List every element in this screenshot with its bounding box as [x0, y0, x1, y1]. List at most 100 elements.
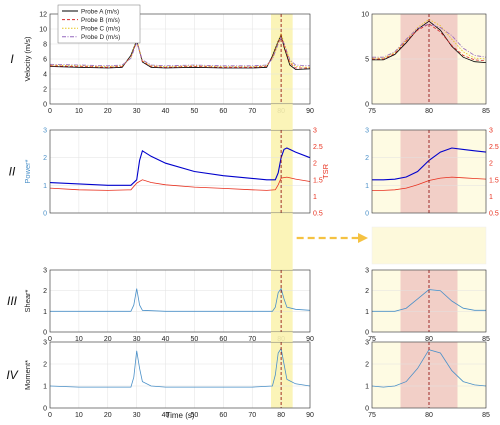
x-tick-label: 50 — [191, 108, 199, 115]
y-tick-label: 0 — [43, 102, 47, 109]
y2-tick-label: 2.5 — [313, 144, 323, 151]
panel-IV-zoom: 75 80 85 0 1 2 3 — [365, 340, 490, 420]
highlight-band — [271, 130, 293, 213]
y2-tick-label: 3 — [489, 128, 493, 135]
axes-frame — [49, 269, 311, 333]
legend-label: Probe C (m/s) — [81, 26, 120, 33]
y-tick-label: 0 — [365, 211, 369, 218]
x-tick-label: 80 — [425, 336, 433, 343]
x-tick-label: 85 — [482, 108, 490, 115]
y-tick-label: 0 — [43, 330, 47, 337]
panel-numeral: IV — [6, 368, 18, 382]
y-tick-label: 2 — [43, 155, 47, 162]
highlight-band-connector — [271, 213, 293, 270]
y2-tick-label: 3 — [313, 128, 317, 135]
y-tick-label: 3 — [43, 340, 47, 347]
panel-I: 0102030405060708090024681012 — [39, 12, 314, 116]
x-tick-label: 60 — [219, 412, 227, 419]
x-tick-label: 60 — [219, 108, 227, 115]
y-tick-label: 2 — [43, 87, 47, 94]
x-tick-label: 70 — [248, 336, 256, 343]
legend-label: Probe B (m/s) — [81, 17, 120, 24]
zoom-arrow-head — [358, 233, 368, 243]
y-tick-label: 12 — [39, 12, 47, 19]
y2-tick-label: 1 — [313, 194, 317, 201]
highlight-band-connector — [271, 332, 293, 342]
panel-II: 0 1 2 3 0.5 1 1.5 2 2.5 3 — [43, 128, 323, 218]
y-tick-label: 1 — [43, 309, 47, 316]
x-tick-label: 90 — [306, 412, 314, 419]
series-line — [372, 289, 486, 312]
y-tick-label: 1 — [43, 183, 47, 190]
y-axis-title: Velocity (m/s) — [23, 36, 32, 82]
y2-tick-label: 0.5 — [489, 211, 499, 218]
y-tick-label: 3 — [365, 268, 369, 275]
y-tick-label: 3 — [365, 340, 369, 347]
y2-tick-label: 1.5 — [313, 177, 323, 184]
axes-frame — [371, 341, 487, 409]
x-tick-label: 10 — [75, 412, 83, 419]
series-line — [49, 347, 311, 388]
x-tick-label: 75 — [368, 412, 376, 419]
y2-axis-title: TSR — [321, 163, 330, 179]
y2-tick-label: 1 — [489, 194, 493, 201]
x-tick-label: 40 — [162, 108, 170, 115]
series-line — [49, 176, 311, 191]
y-tick-label: 0 — [365, 330, 369, 337]
x-tick-label: 50 — [191, 336, 199, 343]
legend: Probe A (m/s) Probe B (m/s) Probe C (m/s)P… — [57, 4, 141, 44]
y-axis-title: Power* — [23, 159, 32, 183]
y-tick-label: 3 — [365, 128, 369, 135]
y-tick-label: 3 — [43, 128, 47, 135]
y-tick-label: 4 — [43, 72, 47, 79]
x-tick-label: 60 — [219, 336, 227, 343]
y2-tick-label: 2 — [489, 161, 493, 168]
x-tick-label: 10 — [75, 336, 83, 343]
axes-frame — [49, 341, 311, 409]
x-axis-title: Time (s) — [165, 411, 194, 420]
x-tick-label: 10 — [75, 108, 83, 115]
y2-tick-label: 1.5 — [489, 177, 499, 184]
y-tick-label: 0 — [43, 406, 47, 413]
axes-frame — [49, 129, 311, 214]
highlight-band-connector — [271, 104, 293, 130]
x-tick-label: 40 — [162, 412, 170, 419]
y-tick-label: 2 — [43, 362, 47, 369]
series-line — [372, 23, 487, 62]
series-line — [49, 147, 311, 186]
x-tick-label: 50 — [191, 412, 199, 419]
y-tick-label: 0 — [365, 102, 369, 109]
series-line — [49, 33, 311, 70]
x-tick-label: 70 — [248, 412, 256, 419]
y-tick-label: 0 — [365, 406, 369, 413]
x-tick-label: 85 — [482, 412, 490, 419]
series-line — [50, 287, 311, 312]
x-tick-label: 40 — [162, 336, 170, 343]
highlight-band — [271, 270, 293, 332]
x-tick-label: 85 — [482, 336, 490, 343]
x-tick-label: 20 — [104, 108, 112, 115]
y-tick-label: 10 — [39, 27, 47, 34]
series-line — [372, 18, 487, 60]
panel-numeral: III — [7, 294, 18, 308]
x-tick-label: 30 — [133, 108, 141, 115]
axes-frame — [371, 129, 487, 214]
panel-numeral: I — [10, 52, 14, 66]
zoom-connector-area — [371, 226, 487, 265]
y-tick-label: 6 — [43, 57, 47, 64]
x-tick-label: 80 — [425, 412, 433, 419]
panel-numeral: II — [9, 165, 16, 179]
y-tick-label: 1 — [365, 183, 369, 190]
y-tick-label: 8 — [43, 42, 47, 49]
y-tick-label: 2 — [365, 362, 369, 369]
y2-tick-label: 2.5 — [489, 144, 499, 151]
y-tick-label: 2 — [43, 288, 47, 295]
x-tick-label: 0 — [48, 336, 52, 343]
x-tick-label: 0 — [48, 108, 52, 115]
panel-IV: 0 10 20 30 40 50 60 70 80 90 0 1 2 3 — [43, 340, 314, 420]
y-tick-label: 0 — [43, 211, 47, 218]
overlay — [271, 104, 487, 342]
axes-frame — [371, 269, 487, 333]
